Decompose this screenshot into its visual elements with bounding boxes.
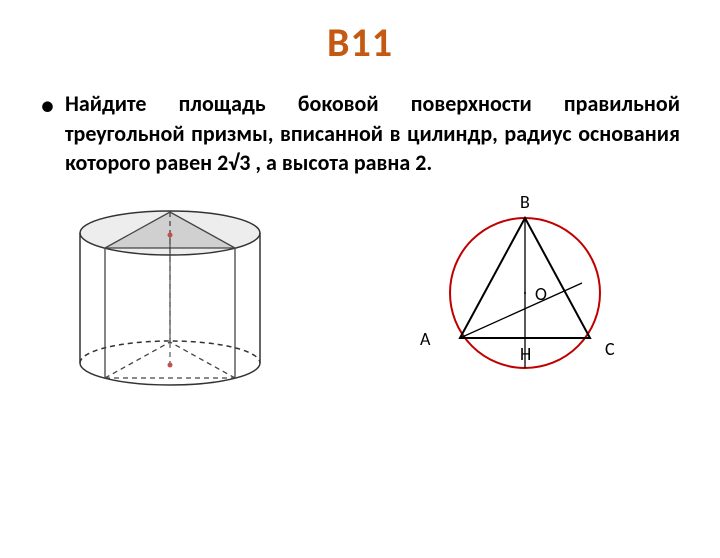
problem-block: • Найдите площадь боковой поверхности пр… — [40, 89, 680, 178]
bullet-row: • Найдите площадь боковой поверхности пр… — [40, 89, 680, 178]
circle-svg — [430, 183, 630, 403]
figures-area: А В С О Н — [0, 188, 720, 488]
cylinder-svg — [60, 193, 280, 403]
label-O: О — [535, 283, 547, 305]
problem-text: Найдите площадь боковой поверхности прав… — [65, 89, 680, 178]
bullet-icon: • — [40, 91, 55, 121]
page-title: В11 — [0, 18, 720, 67]
circle-triangle-figure: А В С О Н — [430, 183, 630, 408]
label-C: С — [605, 338, 615, 360]
label-H: Н — [520, 343, 531, 365]
label-B: В — [520, 191, 530, 213]
cylinder-prism-figure — [60, 193, 280, 408]
label-A: А — [420, 328, 430, 350]
title-text: В11 — [327, 18, 393, 67]
